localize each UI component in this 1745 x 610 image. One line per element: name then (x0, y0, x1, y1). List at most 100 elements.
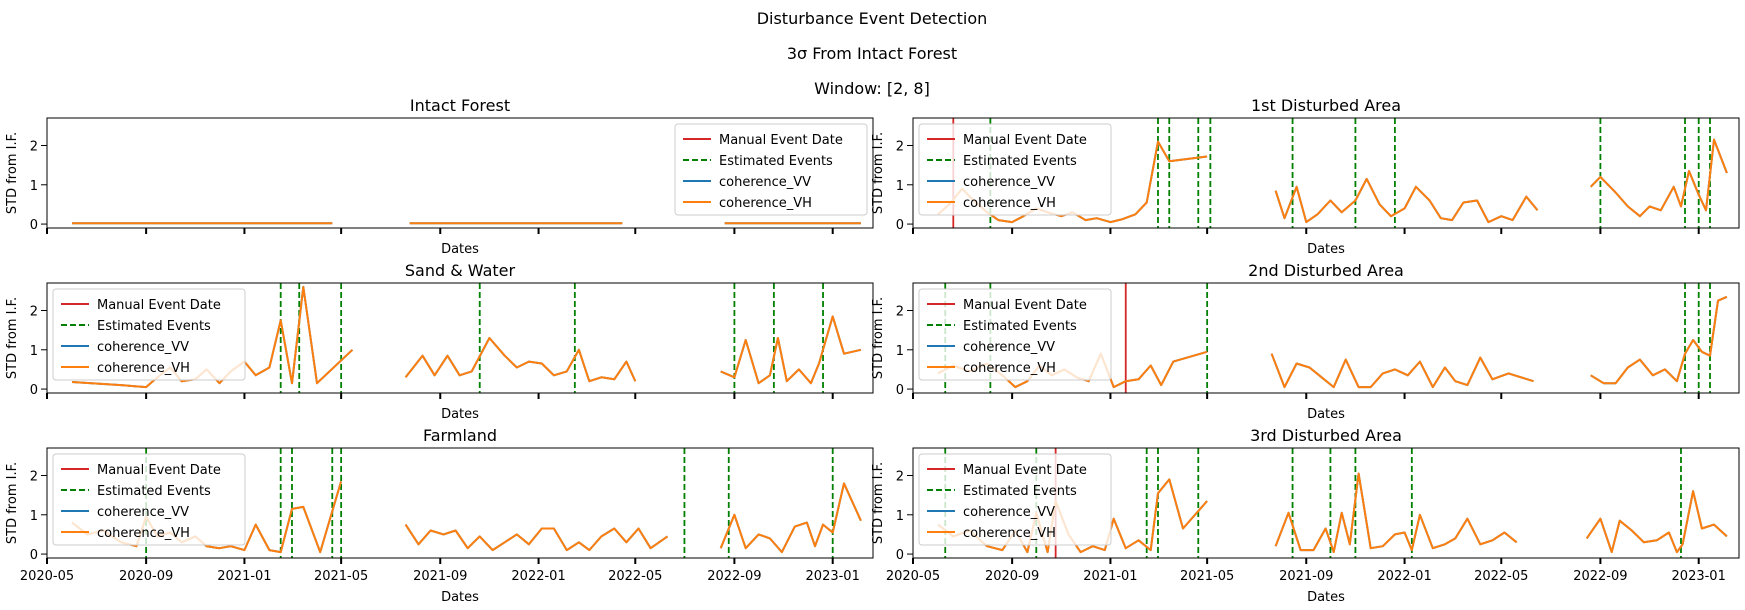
y-tick-label: 1 (896, 344, 904, 359)
subplot-title: Intact Forest (410, 96, 510, 115)
legend-entry-manual-event-date: Manual Event Date (963, 463, 1087, 478)
x-tick-label: 2020-09 (119, 569, 173, 584)
x-axis-label: Dates (1307, 407, 1345, 422)
figure-title-line-1: Disturbance Event Detection (757, 9, 988, 28)
x-tick-label: 2020-09 (985, 569, 1039, 584)
subplot-title: 3rd Disturbed Area (1250, 426, 1402, 445)
y-axis-label: STD from I.F. (5, 462, 20, 544)
subplot-title: 1st Disturbed Area (1251, 96, 1401, 115)
y-tick-label: 2 (30, 470, 38, 485)
x-tick-label: 2021-05 (314, 569, 368, 584)
subplot-title: Farmland (423, 426, 497, 445)
axes-frame (46, 447, 874, 559)
legend-entry-manual-event-date: Manual Event Date (963, 133, 1087, 148)
legend-entry-coherence-vv: coherence_VV (97, 340, 189, 355)
subplot-2nd-disturbed-area: 2nd Disturbed Area 0 1 2 STD from I.F. Dates M… (871, 261, 1740, 422)
x-tick-label: 2022-01 (511, 569, 565, 584)
legend-entry-estimated-events: Estimated Events (97, 319, 211, 334)
x-tick-label: 2022-09 (1573, 569, 1627, 584)
subplot-3rd-disturbed-area: 3rd Disturbed Area 0 1 2 STD from I.F. 2020-0… (871, 426, 1740, 605)
legend-entry-manual-event-date: Manual Event Date (97, 463, 221, 478)
y-tick-label: 0 (896, 548, 904, 563)
x-tick-label: 2020-05 (886, 569, 940, 584)
subplot-intact-forest: Intact Forest 0 1 2 STD from I.F. Dates Manual… (5, 96, 874, 257)
x-axis-label: Dates (441, 590, 479, 605)
legend-box (918, 453, 1112, 546)
x-axis-label: Dates (441, 242, 479, 257)
legend: Manual Event Date Estimated Events coheren… (918, 453, 1112, 546)
legend-entry-coherence-vv: coherence_VV (963, 505, 1055, 520)
legend-entry-coherence-vh: coherence_VH (963, 361, 1056, 376)
y-axis-label: STD from I.F. (871, 462, 886, 544)
x-tick-label: 2022-09 (707, 569, 761, 584)
axes-frame (46, 282, 874, 394)
subplot-farmland: Farmland 0 1 2 STD from I.F. 2020-05 2020-09 20… (5, 426, 874, 605)
y-tick-label: 1 (30, 179, 38, 194)
x-tick-label: 2021-05 (1180, 569, 1234, 584)
y-tick-label: 1 (30, 344, 38, 359)
axes-frame (46, 117, 874, 229)
x-tick-label: 2021-01 (217, 569, 271, 584)
x-tick-label: 2021-09 (1279, 569, 1333, 584)
legend-entry-coherence-vh: coherence_VH (97, 361, 190, 376)
x-tick-label: 2022-01 (1377, 569, 1431, 584)
subplot-title: Sand & Water (405, 261, 516, 280)
y-tick-label: 1 (896, 509, 904, 524)
x-tick-label: 2022-05 (1474, 569, 1528, 584)
y-tick-label: 0 (30, 383, 38, 398)
y-tick-label: 0 (896, 383, 904, 398)
subplot-grid: Intact Forest 0 1 2 STD from I.F. Dates Manual… (5, 96, 1740, 605)
y-tick-label: 2 (30, 140, 38, 155)
figure-title-line-2: 3σ From Intact Forest (787, 44, 957, 63)
legend-entry-manual-event-date: Manual Event Date (97, 298, 221, 313)
legend-entry-coherence-vh: coherence_VH (719, 196, 812, 211)
y-axis-label: STD from I.F. (871, 132, 886, 214)
axes-frame (912, 447, 1740, 559)
x-axis-label: Dates (441, 407, 479, 422)
legend-entry-coherence-vv: coherence_VV (963, 340, 1055, 355)
axes-frame (912, 282, 1740, 394)
legend: Manual Event Date Estimated Events coheren… (674, 123, 868, 216)
legend: Manual Event Date Estimated Events coheren… (918, 288, 1112, 381)
legend-entry-estimated-events: Estimated Events (963, 484, 1077, 499)
y-tick-label: 2 (896, 140, 904, 155)
legend-entry-coherence-vv: coherence_VV (97, 505, 189, 520)
legend-box (918, 288, 1112, 381)
figure-title-line-3: Window: [2, 8] (814, 79, 930, 98)
legend: Manual Event Date Estimated Events coheren… (52, 288, 246, 381)
x-tick-label: 2022-05 (608, 569, 662, 584)
x-tick-label: 2021-09 (413, 569, 467, 584)
y-tick-label: 1 (896, 179, 904, 194)
legend-entry-manual-event-date: Manual Event Date (719, 133, 843, 148)
legend-box (52, 288, 246, 381)
axes-frame (912, 117, 1740, 229)
x-tick-label: 2021-01 (1083, 569, 1137, 584)
legend: Manual Event Date Estimated Events coheren… (52, 453, 246, 546)
y-tick-label: 0 (30, 218, 38, 233)
legend-entry-coherence-vv: coherence_VV (719, 175, 811, 190)
y-axis-label: STD from I.F. (5, 297, 20, 379)
y-tick-label: 2 (896, 305, 904, 320)
x-tick-label: 2023-01 (1672, 569, 1726, 584)
y-axis-label: STD from I.F. (5, 132, 20, 214)
y-tick-label: 0 (30, 548, 38, 563)
legend-box (52, 453, 246, 546)
y-axis-label: STD from I.F. (871, 297, 886, 379)
subplot-title: 2nd Disturbed Area (1248, 261, 1404, 280)
y-tick-label: 2 (30, 305, 38, 320)
legend-entry-coherence-vh: coherence_VH (963, 196, 1056, 211)
x-axis-label: Dates (1307, 590, 1345, 605)
legend: Manual Event Date Estimated Events coheren… (918, 123, 1112, 216)
legend-entry-coherence-vh: coherence_VH (97, 526, 190, 541)
legend-entry-estimated-events: Estimated Events (719, 154, 833, 169)
legend-entry-estimated-events: Estimated Events (97, 484, 211, 499)
x-axis-label: Dates (1307, 242, 1345, 257)
legend-entry-manual-event-date: Manual Event Date (963, 298, 1087, 313)
y-tick-label: 0 (896, 218, 904, 233)
legend-box (674, 123, 868, 216)
legend-entry-estimated-events: Estimated Events (963, 154, 1077, 169)
legend-entry-coherence-vv: coherence_VV (963, 175, 1055, 190)
y-tick-label: 2 (896, 470, 904, 485)
legend-box (918, 123, 1112, 216)
